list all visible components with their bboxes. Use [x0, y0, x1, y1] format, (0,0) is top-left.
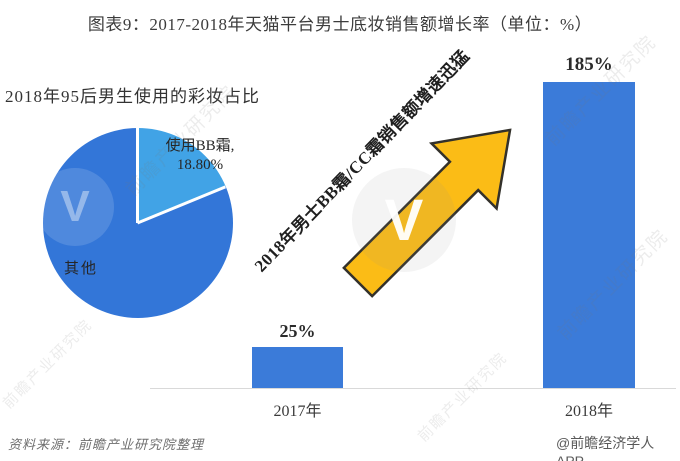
- x-label-2017: 2017年: [273, 403, 322, 420]
- watermark-text: 前瞻产业研究院: [415, 349, 511, 446]
- watermark-text: 前瞻产业研究院: [0, 316, 96, 413]
- x-axis-line: [150, 388, 676, 389]
- page-title: 图表9：2017-2018年天猫平台男士底妆销售额增长率（单位：%）: [87, 15, 593, 34]
- x-label-2018: 2018年: [564, 403, 613, 420]
- pie-subtitle: 2018年95后男生使用的彩妆占比: [5, 87, 260, 106]
- pie-slice-label-other: 其他: [64, 261, 99, 277]
- watermark-logo-icon: V: [36, 168, 114, 246]
- pie-slice-label-line2: 18.80%: [176, 157, 224, 173]
- pie-slice-label-line1: 使用BB霜,: [165, 138, 235, 154]
- source-note: 资料来源：前瞻产业研究院整理: [8, 437, 205, 452]
- bar-value-2017: 25%: [279, 321, 316, 341]
- pie-slice-label-bb: 使用BB霜, 18.80%: [156, 137, 244, 175]
- app-credit: @前瞻经济学人APP: [556, 435, 655, 461]
- growth-arrow-shape: [342, 128, 512, 298]
- watermark-logo-icon: V: [352, 168, 456, 272]
- bar-2017: [252, 347, 343, 388]
- bar-value-2018: 185%: [565, 54, 613, 75]
- bar-2018: [543, 82, 635, 388]
- pie-separator-1: [136, 128, 139, 223]
